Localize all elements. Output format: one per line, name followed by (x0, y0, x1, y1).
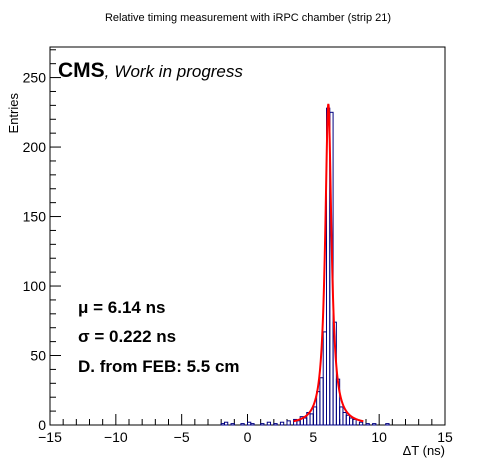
histogram-bin (279, 421, 285, 426)
y-tick-label: 100 (23, 278, 47, 294)
cms-label: CMS, Work in progress (58, 59, 243, 82)
cms-text: CMS (58, 59, 105, 82)
cms-comma: , (105, 62, 110, 81)
plot-frame (49, 46, 446, 426)
histogram-bin (260, 423, 265, 426)
y-tick-label: 50 (30, 348, 46, 364)
x-tick-label: 15 (437, 429, 453, 445)
y-tick-label: 200 (23, 139, 47, 155)
y-axis: 0 50 100 150 200 250 (23, 49, 61, 433)
feb-distance-label: D. from FEB: 5.5 cm (78, 357, 240, 376)
fit-curve (293, 103, 364, 423)
histogram-bin (286, 420, 291, 426)
sigma-label: σ = 0.222 ns (78, 327, 176, 346)
histogram-bin (223, 421, 229, 426)
histogram-bin (365, 423, 370, 426)
x-tick-label: 5 (309, 429, 317, 445)
histogram-bin (385, 423, 390, 426)
x-tick-label: −10 (104, 429, 128, 445)
y-tick-label: 0 (38, 417, 46, 433)
x-tick-label: −5 (174, 429, 190, 445)
histogram-bin (250, 423, 255, 426)
x-tick-label: 0 (244, 429, 252, 445)
x-axis-label: ΔT (ns) (403, 443, 445, 458)
histogram-bin (230, 423, 235, 426)
histogram-bin (240, 423, 245, 426)
y-axis-label: Entries (6, 93, 21, 134)
x-tick-label: −15 (38, 429, 62, 445)
y-tick-label: 250 (23, 70, 47, 86)
histogram-bin (266, 421, 272, 426)
x-tick-label: 10 (371, 429, 387, 445)
histogram-bin (372, 423, 377, 426)
y-tick-label: 150 (23, 209, 47, 225)
histogram-bin (358, 421, 364, 426)
work-in-progress-text: Work in progress (114, 62, 243, 81)
histogram-bin (273, 423, 278, 426)
mu-label: μ = 6.14 ns (78, 298, 165, 317)
chart-title: Relative timing measurement with iRPC ch… (105, 12, 391, 24)
